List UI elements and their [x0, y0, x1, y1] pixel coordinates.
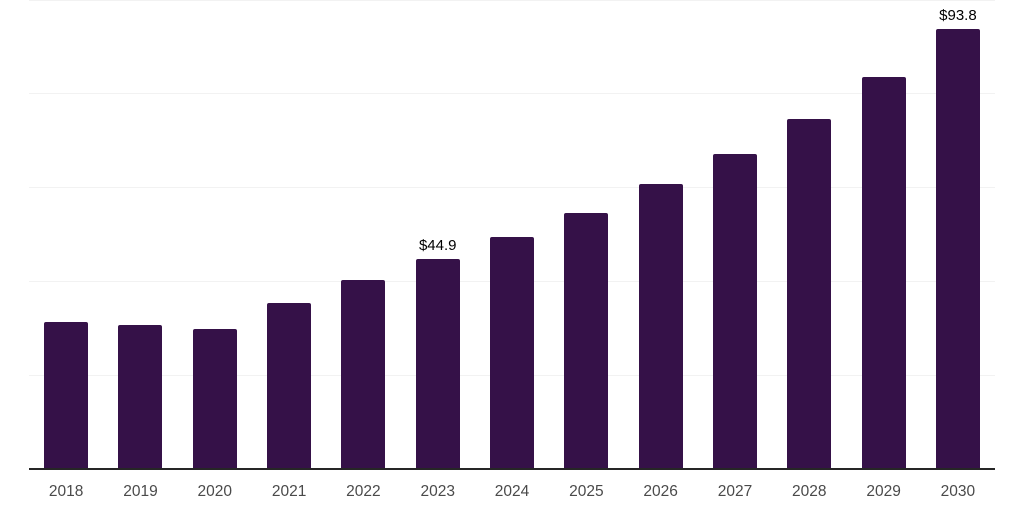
bar-2020 [192, 329, 237, 470]
bar-2030: $93.8 [935, 7, 980, 470]
bar-slot-2024 [475, 0, 549, 470]
x-tick-label-2029: 2029 [866, 483, 901, 500]
bar-slot-2022 [326, 0, 400, 470]
gridline-80 [29, 93, 995, 94]
bar-slot-2021 [252, 0, 326, 470]
bar-slot-2019 [103, 0, 177, 470]
bar-2028 [787, 119, 832, 470]
x-tick-label-2024: 2024 [494, 483, 530, 500]
bar-2021 [267, 303, 312, 470]
bar-2019 [118, 325, 163, 470]
gridline-100 [29, 0, 995, 1]
x-tick-label-2025: 2025 [569, 483, 604, 500]
x-tick-label-2018: 2018 [48, 483, 84, 500]
data-label-2023: $44.9 [418, 237, 457, 254]
x-tick-label-2030: 2030 [940, 483, 976, 500]
bar-slot-2027 [698, 0, 772, 470]
bars-container: $44.9 $93.8 [29, 0, 995, 470]
bar-2026 [638, 184, 683, 470]
gridline-60 [29, 187, 995, 188]
bar-2025 [564, 213, 609, 470]
x-tick-label-2028: 2028 [792, 483, 827, 500]
bar-slot-2030: $93.8 [921, 0, 995, 470]
x-axis-tick-labels: 2018 2019 2020 2021 2022 2023 2024 2025 2026 2027… [29, 479, 995, 505]
bar-slot-2026 [624, 0, 698, 470]
bar-slot-2025 [549, 0, 623, 470]
bar-2023: $44.9 [415, 237, 460, 470]
plot-area: $44.9 $93.8 [29, 0, 995, 470]
x-tick-label-2020: 2020 [197, 483, 233, 500]
bar-2022 [341, 280, 386, 470]
bar-2029 [861, 77, 906, 470]
x-tick-label-2023: 2023 [420, 483, 455, 500]
bar-2027 [712, 154, 757, 470]
x-tick-label-2019: 2019 [123, 483, 158, 500]
data-label-2030: $93.8 [939, 7, 977, 24]
x-axis-line [29, 468, 995, 470]
bar-2024 [490, 237, 535, 470]
bar-slot-2018 [29, 0, 103, 470]
x-tick-label-2026: 2026 [643, 483, 678, 500]
x-tick-label-2022: 2022 [346, 483, 381, 500]
bar-slot-2020 [178, 0, 252, 470]
bar-2018 [44, 322, 89, 470]
bar-slot-2023: $44.9 [401, 0, 475, 470]
bar-slot-2029 [846, 0, 920, 470]
x-tick-label-2021: 2021 [271, 483, 307, 500]
x-tick-label-2027: 2027 [717, 483, 753, 500]
bar-slot-2028 [772, 0, 846, 470]
